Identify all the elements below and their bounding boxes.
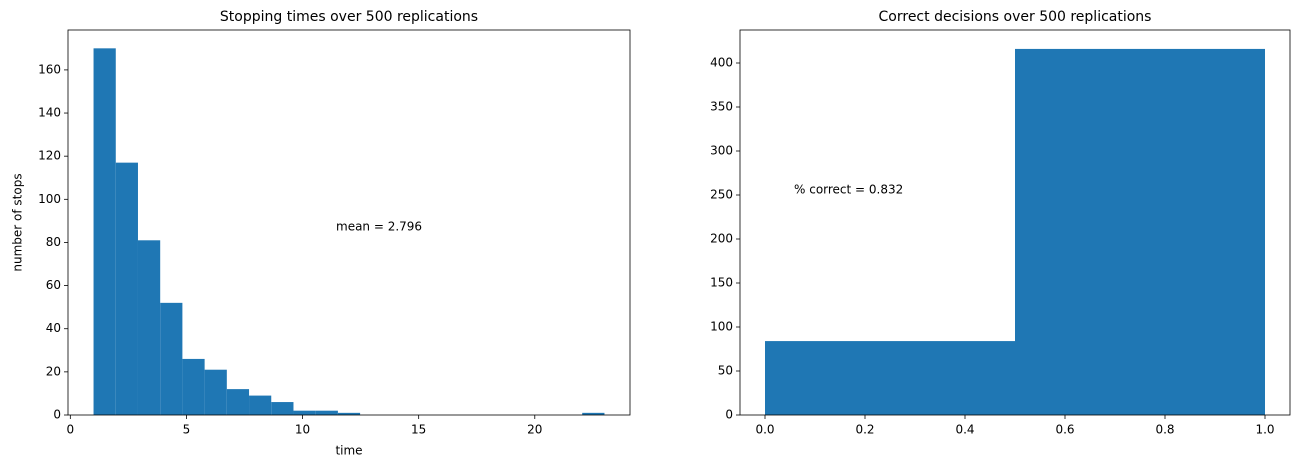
y-tick-label: 120 bbox=[38, 149, 61, 163]
y-tick-label: 0 bbox=[53, 408, 61, 422]
bar bbox=[582, 412, 605, 415]
bar bbox=[765, 341, 1015, 415]
x-tick-label: 0.8 bbox=[1155, 423, 1174, 437]
x-tick-label: 10 bbox=[295, 423, 310, 437]
bar bbox=[271, 402, 294, 415]
annotation: % correct = 0.832 bbox=[794, 183, 903, 197]
bar bbox=[337, 412, 361, 415]
y-tick-label: 200 bbox=[710, 232, 733, 246]
y-tick-label: 350 bbox=[710, 100, 733, 114]
y-tick-label: 40 bbox=[46, 321, 61, 335]
bar bbox=[293, 410, 316, 415]
y-tick-label: 60 bbox=[46, 278, 61, 292]
y-tick-label: 50 bbox=[718, 364, 733, 378]
y-tick-label: 160 bbox=[38, 62, 61, 76]
x-tick-label: 20 bbox=[527, 423, 542, 437]
bar bbox=[160, 302, 183, 415]
x-tick-label: 0 bbox=[67, 423, 75, 437]
chart-title: Correct decisions over 500 replications bbox=[879, 9, 1152, 25]
y-tick-label: 250 bbox=[710, 188, 733, 202]
y-tick-label: 80 bbox=[46, 235, 61, 249]
x-tick-label: 1.0 bbox=[1255, 423, 1274, 437]
y-tick-label: 100 bbox=[38, 192, 61, 206]
y-axis-label: number of stops bbox=[11, 173, 25, 271]
bar bbox=[137, 240, 161, 415]
chart-title: Stopping times over 500 replications bbox=[220, 9, 478, 25]
bar bbox=[93, 48, 116, 415]
bar bbox=[226, 389, 250, 415]
bar bbox=[1015, 48, 1265, 416]
y-tick-label: 140 bbox=[38, 106, 61, 120]
x-tick-label: 0.2 bbox=[855, 423, 874, 437]
x-tick-label: 5 bbox=[183, 423, 191, 437]
plot-frame bbox=[739, 29, 1291, 416]
x-tick-label: 0.0 bbox=[755, 423, 774, 437]
x-tick-label: 0.4 bbox=[955, 423, 974, 437]
y-tick-label: 400 bbox=[710, 56, 733, 70]
x-axis-label: time bbox=[335, 444, 362, 458]
bar bbox=[115, 162, 138, 415]
bar bbox=[315, 410, 338, 415]
bar bbox=[204, 369, 227, 415]
x-tick-label: 0.6 bbox=[1055, 423, 1074, 437]
y-tick-label: 300 bbox=[710, 144, 733, 158]
bar bbox=[249, 395, 272, 415]
annotation: mean = 2.796 bbox=[336, 220, 422, 234]
y-tick-label: 0 bbox=[725, 408, 733, 422]
y-tick-label: 20 bbox=[46, 364, 61, 378]
y-tick-label: 150 bbox=[710, 276, 733, 290]
bar bbox=[182, 358, 205, 415]
plot-frame bbox=[67, 29, 631, 416]
y-tick-label: 100 bbox=[710, 320, 733, 334]
x-tick-label: 15 bbox=[411, 423, 426, 437]
